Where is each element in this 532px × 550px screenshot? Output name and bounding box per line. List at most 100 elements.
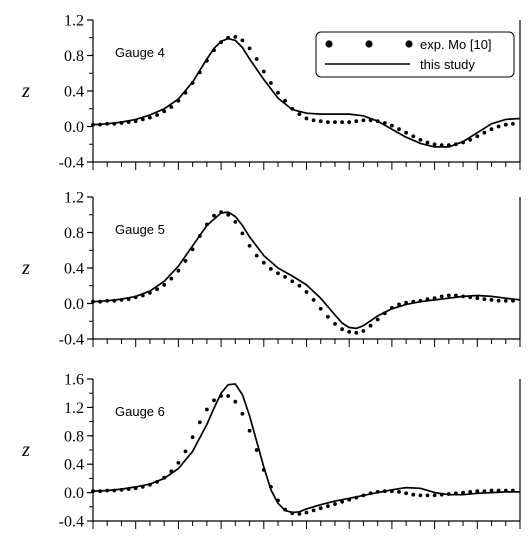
data-point-exp: [176, 268, 181, 273]
data-point-exp: [205, 407, 209, 412]
data-point-exp: [183, 449, 188, 454]
data-point-exp: [347, 120, 352, 124]
data-point-exp: [240, 231, 245, 236]
data-point-exp: [233, 399, 238, 404]
legend-dot-marker: [365, 40, 373, 48]
data-point-exp: [446, 293, 451, 298]
panel-label: Gauge 4: [115, 45, 165, 60]
data-point-exp: [212, 213, 216, 218]
data-point-exp: [290, 279, 295, 284]
data-point-exp: [404, 491, 408, 496]
data-point-exp: [304, 290, 309, 294]
data-point-exp: [503, 122, 508, 127]
data-point-exp: [318, 506, 323, 511]
data-point-exp: [247, 428, 252, 433]
y-tick-label: 0.0: [64, 296, 84, 313]
data-point-exp: [311, 298, 316, 302]
data-point-exp: [390, 123, 394, 128]
data-point-exp: [333, 120, 337, 124]
data-point-exp: [311, 118, 316, 123]
panel-gauge-4: -0.4 0.0 0.4 0.8 1.2 z Gauge 4: [21, 13, 521, 172]
legend: exp. Mo [10] this study: [315, 31, 515, 78]
data-point-exp: [169, 276, 174, 281]
data-point-exp: [496, 124, 501, 129]
data-point-exp: [276, 90, 280, 95]
data-point-exp: [240, 38, 245, 43]
y-tick-label: 0.8: [64, 48, 84, 65]
y-tick-label: 0.0: [64, 119, 84, 136]
data-point-exp: [397, 490, 401, 494]
data-point-exp: [304, 116, 309, 121]
panel-label: Gauge 6: [115, 404, 165, 419]
data-point-exp: [311, 508, 316, 513]
panel-gauge-5: -0.4 0.0 0.4 0.8 1.2 z Gauge 5: [21, 190, 521, 349]
data-point-exp: [475, 489, 480, 494]
data-point-exp: [432, 493, 437, 498]
data-point-exp: [226, 394, 231, 398]
data-point-exp: [397, 302, 401, 307]
data-point-exp: [155, 287, 160, 292]
data-point-exp: [397, 127, 401, 132]
y-tick-label: 1.2: [64, 13, 84, 30]
y-tick-label: -0.4: [59, 332, 84, 349]
data-point-exp: [354, 330, 359, 335]
data-point-exp: [318, 306, 323, 311]
data-point-exp: [489, 127, 494, 132]
data-point-exp: [254, 448, 259, 452]
data-point-exp: [340, 120, 344, 124]
data-point-exp: [155, 113, 160, 117]
y-tick-label: 0.8: [64, 225, 84, 242]
data-point-exp: [326, 314, 330, 319]
y-tick-label: 1.2: [64, 400, 84, 417]
data-point-exp: [489, 298, 494, 302]
data-point-exp: [375, 317, 380, 322]
data-point-exp: [297, 283, 302, 288]
data-point-exp: [347, 330, 352, 334]
legend-dot-marker: [405, 40, 413, 48]
y-tick-label: -0.4: [59, 155, 84, 172]
data-point-exp: [326, 504, 330, 508]
data-point-exp: [418, 493, 423, 498]
data-point-exp: [247, 243, 252, 248]
data-point-exp: [425, 140, 430, 145]
data-point-exp: [247, 46, 252, 51]
data-point-exp: [368, 323, 373, 328]
data-point-exp: [283, 275, 287, 279]
data-point-exp: [190, 435, 195, 440]
data-point-exp: [183, 259, 188, 263]
data-point-exp: [297, 512, 302, 516]
data-point-exp: [326, 120, 330, 124]
data-point-exp: [269, 267, 273, 271]
data-point-exp: [432, 142, 437, 147]
panel-label: Gauge 5: [115, 222, 165, 237]
data-point-exp: [354, 119, 359, 124]
data-point-exp: [240, 411, 245, 416]
data-point-exp: [261, 69, 266, 74]
data-point-exp: [340, 327, 344, 332]
panel-gauge-6: -0.4 0.0 0.4 0.8 1.2 1.6 z Gauge 6: [21, 372, 521, 531]
data-point-exp: [404, 130, 408, 135]
y-tick-label: 0.4: [64, 84, 84, 101]
data-point-exp: [425, 493, 430, 498]
data-point-exp: [169, 105, 174, 109]
data-point-exp: [297, 112, 302, 116]
data-point-exp: [411, 134, 416, 139]
legend-label-exp: exp. Mo [10]: [420, 37, 492, 52]
legend-dot-marker: [325, 40, 333, 48]
data-point-exp: [261, 260, 266, 265]
data-point-exp: [361, 118, 366, 123]
data-point-exp: [276, 271, 280, 276]
y-tick-label: 1.6: [64, 372, 84, 389]
series-line-this-study: [93, 211, 520, 330]
data-point-exp: [482, 130, 487, 135]
data-point-exp: [411, 492, 416, 497]
data-point-exp: [162, 283, 167, 287]
data-point-exp: [176, 460, 181, 465]
y-tick-label: 0.4: [64, 261, 84, 278]
data-point-exp: [361, 329, 366, 333]
y-tick-label: -0.4: [59, 514, 84, 531]
data-point-exp: [475, 134, 480, 139]
data-point-exp: [226, 212, 231, 217]
data-point-exp: [304, 510, 309, 515]
data-point-exp: [148, 115, 152, 120]
